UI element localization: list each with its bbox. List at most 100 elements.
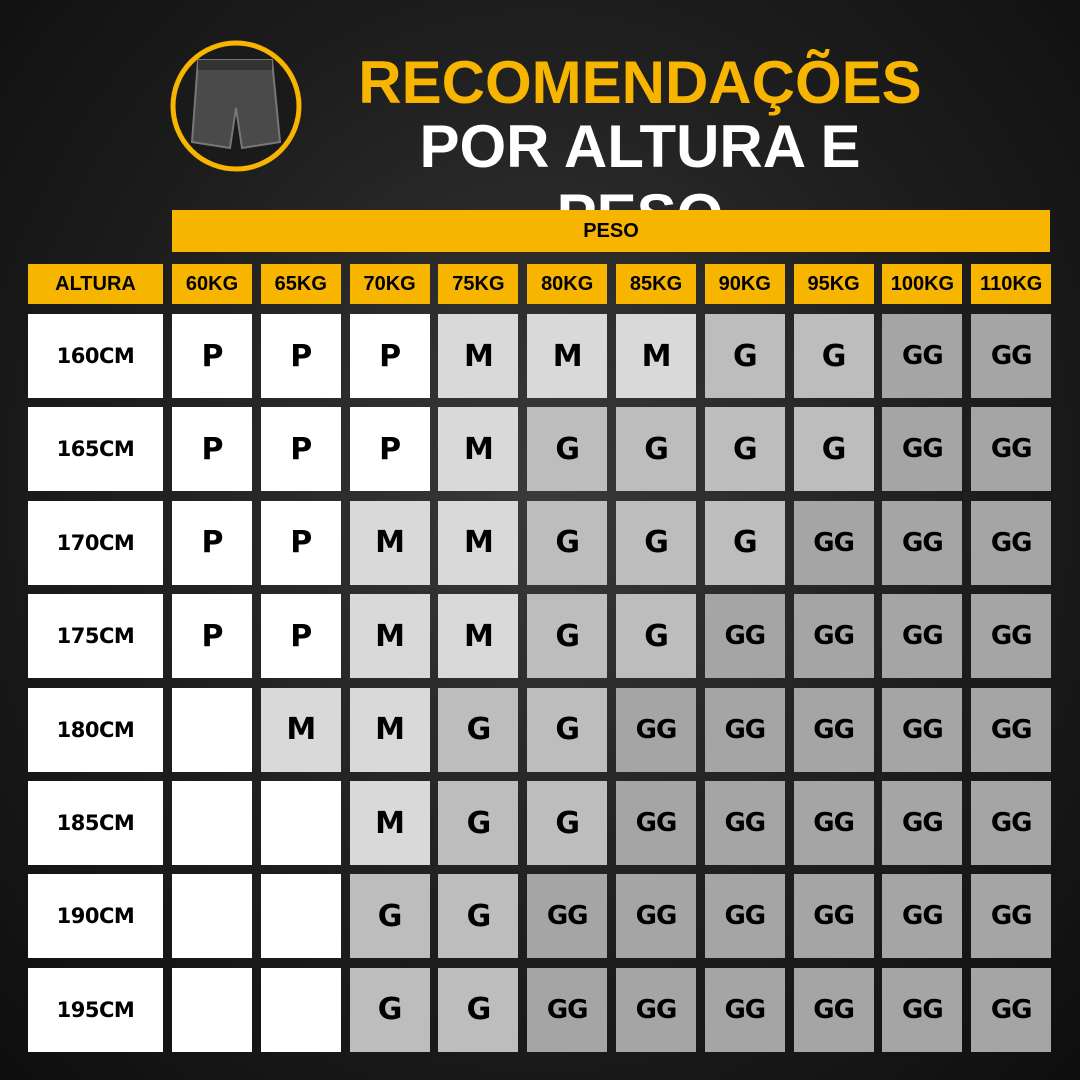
size-cell: GG: [704, 594, 785, 679]
column-header: 110KG: [971, 264, 1052, 304]
size-cell: GG: [882, 500, 963, 585]
size-cell: GG: [704, 874, 785, 959]
size-cell: P: [349, 407, 430, 492]
size-cell: G: [527, 781, 608, 865]
column-header: 70KG: [349, 264, 430, 304]
size-cell: GG: [882, 314, 963, 398]
size-cell: GG: [882, 781, 963, 865]
size-cell: M: [527, 314, 608, 398]
size-cell: P: [260, 500, 341, 585]
size-cell: M: [438, 594, 519, 679]
size-cell: GG: [704, 687, 785, 772]
size-cell: M: [260, 687, 341, 772]
size-cell: G: [616, 594, 696, 679]
size-cell: [172, 874, 252, 959]
size-cell: P: [172, 314, 252, 398]
column-header: 90KG: [704, 264, 785, 304]
row-label: 185CM: [28, 781, 163, 865]
size-cell: G: [438, 687, 519, 772]
size-cell: P: [172, 500, 252, 585]
size-cell: P: [172, 594, 252, 679]
size-cell: G: [349, 967, 430, 1052]
size-cell: P: [260, 314, 341, 398]
column-header: 100KG: [882, 264, 963, 304]
row-label: 195CM: [28, 967, 163, 1052]
size-cell: GG: [793, 594, 874, 679]
size-cell: P: [172, 407, 252, 492]
size-cell: GG: [882, 874, 963, 959]
size-cell: M: [349, 687, 430, 772]
size-cell: G: [704, 407, 785, 492]
column-header: 80KG: [527, 264, 608, 304]
size-cell: GG: [882, 687, 963, 772]
size-cell: GG: [704, 781, 785, 865]
size-cell: GG: [971, 781, 1052, 865]
size-cell: GG: [616, 687, 696, 772]
row-label: 190CM: [28, 874, 163, 959]
size-cell: GG: [971, 407, 1052, 492]
size-cell: GG: [971, 687, 1052, 772]
size-cell: G: [527, 407, 608, 492]
size-cell: GG: [971, 594, 1052, 679]
size-cell: [260, 967, 341, 1052]
size-cell: GG: [793, 781, 874, 865]
column-header: 85KG: [616, 264, 696, 304]
size-cell: [260, 874, 341, 959]
size-cell: GG: [527, 967, 608, 1052]
size-cell: GG: [793, 967, 874, 1052]
size-cell: GG: [527, 874, 608, 959]
size-cell: G: [704, 314, 785, 398]
size-cell: M: [438, 500, 519, 585]
size-cell: M: [349, 594, 430, 679]
size-cell: GG: [971, 314, 1052, 398]
size-cell: GG: [971, 500, 1052, 585]
size-cell: [172, 781, 252, 865]
size-cell: G: [438, 781, 519, 865]
size-cell: G: [793, 407, 874, 492]
size-cell: G: [704, 500, 785, 585]
size-cell: G: [616, 500, 696, 585]
row-label: 175CM: [28, 594, 163, 679]
row-label: 165CM: [28, 407, 163, 492]
size-cell: G: [616, 407, 696, 492]
size-cell: GG: [882, 594, 963, 679]
size-cell: M: [438, 314, 519, 398]
size-cell: GG: [793, 687, 874, 772]
size-cell: [260, 781, 341, 865]
logo: [170, 40, 302, 172]
size-cell: GG: [882, 407, 963, 492]
size-cell: GG: [971, 874, 1052, 959]
size-cell: G: [793, 314, 874, 398]
size-cell: G: [527, 500, 608, 585]
column-header: 65KG: [260, 264, 341, 304]
row-label: 160CM: [28, 314, 163, 398]
size-cell: [172, 967, 252, 1052]
column-header: 60KG: [172, 264, 252, 304]
size-cell: G: [438, 967, 519, 1052]
size-cell: G: [527, 594, 608, 679]
size-cell: M: [438, 407, 519, 492]
size-cell: GG: [704, 967, 785, 1052]
size-cell: GG: [971, 967, 1052, 1052]
size-cell: [172, 687, 252, 772]
row-header: ALTURA: [28, 264, 163, 304]
size-cell: G: [438, 874, 519, 959]
size-cell: GG: [616, 874, 696, 959]
size-cell: M: [349, 500, 430, 585]
column-header: 95KG: [793, 264, 874, 304]
size-cell: M: [349, 781, 430, 865]
size-cell: GG: [793, 500, 874, 585]
size-cell: GG: [616, 967, 696, 1052]
size-cell: GG: [882, 967, 963, 1052]
row-label: 180CM: [28, 687, 163, 772]
column-header: 75KG: [438, 264, 519, 304]
size-cell: P: [349, 314, 430, 398]
size-cell: P: [260, 407, 341, 492]
row-label: 170CM: [28, 500, 163, 585]
size-cell: GG: [616, 781, 696, 865]
size-cell: GG: [793, 874, 874, 959]
group-header: PESO: [172, 210, 1050, 252]
size-cell: P: [260, 594, 341, 679]
title-line-1: RECOMENDAÇÕES: [358, 49, 922, 116]
